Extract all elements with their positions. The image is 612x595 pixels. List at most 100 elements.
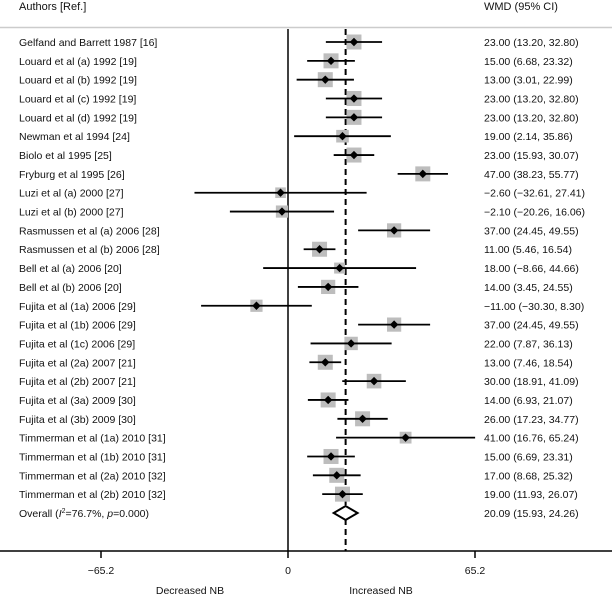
study-label: Rasmussen et al (b) 2006 [28] (19, 244, 160, 256)
study-row: Timmerman et al (1b) 2010 [31] 15.00 (6.6… (19, 448, 573, 464)
study-label: Luzi et al (a) 2000 [27] (19, 188, 124, 200)
x-tick-label: 0 (285, 565, 291, 577)
study-ci-text: 18.00 (−8.66, 44.66) (484, 263, 579, 275)
study-label: Louard et al (a) 1992 [19] (19, 56, 137, 68)
overall-row: Overall (I2=76.7%, p=0.000) 20.09 (15.93,… (19, 504, 579, 522)
study-row: Luzi et al (b) 2000 [27] −2.10 (−20.26, 1… (19, 205, 585, 219)
point-estimate-marker (321, 75, 330, 84)
study-label: Rasmussen et al (a) 2006 [28] (19, 225, 160, 237)
study-ci-text: 14.00 (3.45, 24.55) (484, 282, 573, 294)
study-label: Biolo et al 1995 [25] (19, 150, 112, 162)
point-estimate-marker (338, 489, 347, 499)
study-label: Newman et al 1994 [24] (19, 131, 130, 143)
point-estimate-marker (349, 113, 359, 122)
point-estimate-marker (349, 37, 359, 47)
study-row: Luzi et al (a) 2000 [27] −2.60 (−32.61, 2… (19, 187, 585, 200)
point-estimate-marker (252, 301, 261, 310)
study-ci-text: 23.00 (13.20, 32.80) (484, 94, 579, 106)
study-label: Fujita et al (3b) 2009 [30] (19, 414, 136, 426)
study-label: Louard et al (d) 1992 [19] (19, 112, 137, 124)
point-estimate-marker (277, 207, 287, 216)
study-ci-text: 14.00 (6.93, 21.07) (484, 395, 573, 407)
x-tick-label: 65.2 (465, 565, 486, 577)
study-label: Timmerman et al (2b) 2010 [32] (19, 489, 166, 501)
left-header: Authors [Ref.] (19, 1, 87, 13)
x-label-increased: Increased NB (349, 585, 413, 595)
study-ci-text: 15.00 (6.69, 23.31) (484, 451, 573, 463)
right-header: WMD (95% CI) (484, 1, 558, 13)
point-estimate-marker (326, 56, 336, 66)
study-row: Louard et al (c) 1992 [19] 23.00 (13.20, … (19, 91, 579, 107)
overall-label: Overall (I2=76.7%, p=0.000) (19, 508, 149, 520)
study-ci-text: 22.00 (7.87, 36.13) (484, 338, 573, 350)
point-estimate-marker (349, 94, 359, 103)
point-estimate-marker (389, 320, 399, 329)
study-row: Fujita et al (2b) 2007 [21] 30.00 (18.91,… (19, 373, 579, 389)
point-estimate-marker (389, 226, 399, 235)
study-row: Rasmussen et al (b) 2006 [28] 11.00 (5.46… (19, 241, 572, 257)
x-label-decreased: Decreased NB (156, 585, 224, 595)
point-estimate-marker (358, 414, 367, 423)
study-ci-text: 23.00 (13.20, 32.80) (484, 112, 579, 124)
x-tick-label: −65.2 (88, 565, 115, 577)
point-estimate-marker (401, 433, 410, 442)
study-ci-text: 13.00 (3.01, 22.99) (484, 75, 573, 87)
study-label: Louard et al (b) 1992 [19] (19, 75, 137, 87)
study-label: Luzi et al (b) 2000 [27] (19, 207, 124, 219)
study-ci-text: 41.00 (16.76, 65.24) (484, 433, 579, 445)
point-estimate-marker (418, 169, 428, 179)
study-row: Gelfand and Barrett 1987 [16] 23.00 (13.2… (19, 34, 579, 50)
study-row: Fujita et al (3b) 2009 [30] 26.00 (17.23,… (19, 411, 579, 427)
study-label: Timmerman et al (1b) 2010 [31] (19, 451, 166, 463)
point-estimate-marker (323, 395, 333, 405)
study-label: Fryburg et al 1995 [26] (19, 169, 125, 181)
study-ci-text: 15.00 (6.68, 23.32) (484, 56, 573, 68)
study-row: Rasmussen et al (a) 2006 [28] 37.00 (24.4… (19, 223, 579, 238)
point-estimate-marker (332, 471, 341, 480)
study-row: Fryburg et al 1995 [26] 47.00 (38.23, 55.… (19, 166, 579, 182)
study-ci-text: 19.00 (2.14, 35.86) (484, 131, 573, 143)
study-ci-text: 11.00 (5.46, 16.54) (484, 244, 572, 256)
study-ci-text: 23.00 (15.93, 30.07) (484, 150, 579, 162)
study-label: Bell et al (a) 2006 [20] (19, 263, 122, 275)
study-ci-text: −11.00 (−30.30, 8.30) (484, 301, 584, 313)
point-estimate-marker (323, 282, 333, 292)
study-ci-text: 47.00 (38.23, 55.77) (484, 169, 579, 181)
point-estimate-marker (349, 150, 359, 160)
study-label: Timmerman et al (1a) 2010 [31] (19, 433, 166, 445)
study-label: Louard et al (c) 1992 [19] (19, 94, 136, 106)
study-ci-text: 23.00 (13.20, 32.80) (484, 37, 579, 49)
study-row: Bell et al (a) 2006 [20] 18.00 (−8.66, 44… (19, 262, 579, 275)
study-row: Bell et al (b) 2006 [20] 14.00 (3.45, 24.… (19, 279, 573, 295)
study-label: Fujita et al (1b) 2006 [29] (19, 320, 136, 332)
study-label: Fujita et al (3a) 2009 [30] (19, 395, 136, 407)
study-row: Fujita et al (2a) 2007 [21] 13.00 (7.46, … (19, 354, 573, 370)
point-estimate-marker (346, 339, 356, 348)
overall-diamond (331, 504, 360, 522)
study-row: Timmerman et al (2b) 2010 [32] 19.00 (11.… (19, 486, 578, 502)
study-row: Louard et al (d) 1992 [19] 23.00 (13.20, … (19, 109, 579, 125)
study-row: Biolo et al 1995 [25] 23.00 (15.93, 30.07… (19, 147, 579, 163)
study-ci-text: −2.60 (−32.61, 27.41) (484, 188, 585, 200)
study-label: Fujita et al (1c) 2006 [29] (19, 338, 135, 350)
x-axis: −65.2 0 65.2 Decreased NB Increased NB (0, 550, 612, 595)
study-row: Fujita et al (1c) 2006 [29] 22.00 (7.87, … (19, 336, 573, 350)
point-estimate-marker (276, 188, 285, 197)
study-ci-text: 13.00 (7.46, 18.54) (484, 357, 573, 369)
study-label: Fujita et al (1a) 2006 [29] (19, 301, 136, 313)
study-label: Fujita et al (2a) 2007 [21] (19, 357, 136, 369)
study-ci-text: −2.10 (−20.26, 16.06) (484, 207, 585, 219)
study-label: Gelfand and Barrett 1987 [16] (19, 37, 157, 49)
study-row: Louard et al (a) 1992 [19] 15.00 (6.68, 2… (19, 53, 573, 69)
study-row: Timmerman et al (2a) 2010 [32] 17.00 (8.6… (19, 467, 573, 483)
study-rows: Gelfand and Barrett 1987 [16] 23.00 (13.2… (19, 29, 585, 551)
overall-ci-text: 20.09 (15.93, 24.26) (484, 508, 579, 520)
study-row: Timmerman et al (1a) 2010 [31] 41.00 (16.… (19, 431, 579, 445)
study-row: Louard et al (b) 1992 [19] 13.00 (3.01, 2… (19, 72, 573, 88)
study-label: Bell et al (b) 2006 [20] (19, 282, 122, 294)
study-ci-text: 37.00 (24.45, 49.55) (484, 225, 579, 237)
point-estimate-marker (326, 452, 336, 461)
point-estimate-marker (315, 245, 324, 254)
point-estimate-marker (321, 358, 330, 367)
